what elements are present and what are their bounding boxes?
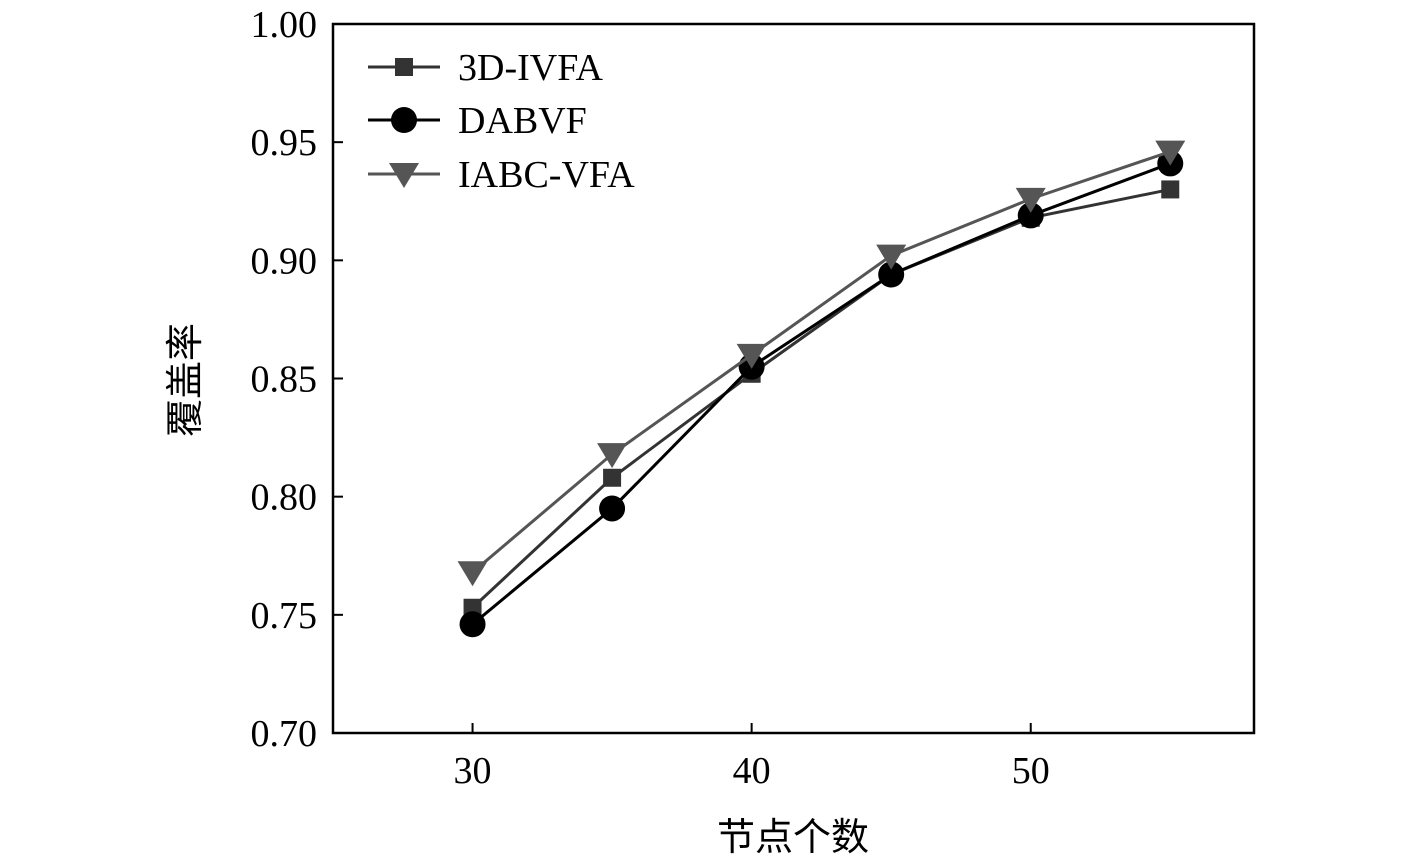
data-point — [876, 244, 907, 270]
y-tick-label: 0.75 — [251, 595, 318, 637]
legend-label: 3D-IVFA — [458, 47, 604, 89]
x-tick-label: 30 — [454, 750, 492, 792]
x-tick-label: 50 — [1012, 750, 1050, 792]
y-tick-label: 0.70 — [251, 713, 318, 755]
series-line — [471, 187, 1171, 609]
y-tick-label: 0.85 — [251, 359, 318, 401]
legend: 3D-IVFA DABVF IABC-VFA — [368, 47, 635, 196]
legend-item: IABC-VFA — [368, 154, 635, 196]
data-point — [736, 343, 767, 369]
series-layer — [457, 140, 1186, 638]
data-point — [878, 261, 905, 288]
y-tick-label: 0.90 — [251, 240, 318, 282]
data-point — [1155, 140, 1186, 166]
y-axis: 0.70 0.75 0.80 0.85 0.90 0.95 1.00 — [251, 4, 343, 755]
x-axis-title: 节点个数 — [717, 817, 869, 858]
y-tick-label: 0.80 — [251, 477, 318, 519]
legend-marker — [395, 58, 413, 76]
y-tick-label: 1.00 — [251, 4, 318, 46]
series-line — [471, 150, 1171, 574]
series-3D-IVFA — [463, 180, 1180, 617]
data-point — [597, 443, 628, 469]
legend-label: IABC-VFA — [458, 154, 635, 196]
data-point — [599, 495, 626, 522]
series-DABVF — [459, 150, 1184, 638]
y-axis-title: 覆盖率 — [165, 323, 207, 437]
series-line — [471, 162, 1171, 626]
data-point — [1017, 202, 1044, 229]
legend-marker — [391, 107, 417, 133]
legend-label: DABVF — [458, 100, 587, 142]
data-point — [457, 561, 488, 587]
series-IABC-VFA — [457, 140, 1186, 587]
data-point — [1015, 187, 1046, 213]
x-tick-label: 40 — [733, 750, 771, 792]
data-point — [603, 468, 622, 487]
y-tick-label: 0.95 — [251, 122, 318, 164]
data-point — [1161, 180, 1180, 199]
data-point — [459, 611, 486, 638]
legend-marker — [389, 163, 419, 188]
x-axis: 30 40 50 — [454, 723, 1050, 792]
legend-item: DABVF — [368, 100, 587, 142]
legend-item: 3D-IVFA — [368, 47, 604, 89]
